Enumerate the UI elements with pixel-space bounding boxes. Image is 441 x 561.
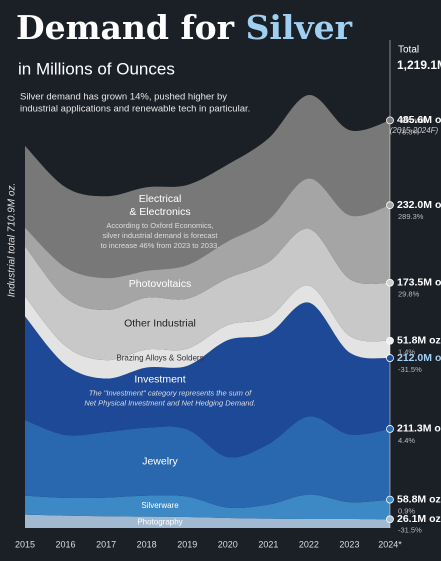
labels: 2015 2016 2017 2018 2019 2020 2021 2022 2023 2024… (15, 40, 441, 549)
x-tick-label: 2018 (137, 539, 157, 549)
total-label: Total (398, 45, 419, 56)
x-tick-label: 2023 (339, 539, 359, 549)
value-label: 173.5M oz. (397, 277, 441, 289)
value-dot (386, 278, 394, 287)
value-dot (386, 336, 394, 345)
layer-label: Silverware (141, 501, 179, 510)
growth-label: 1.4% (398, 348, 415, 357)
growth-label: 289.3% (398, 212, 424, 221)
x-tick-label: 2021 (258, 539, 278, 549)
x-tick-label: 2016 (56, 539, 76, 549)
stream-layer (25, 494, 390, 520)
value-dot (386, 495, 394, 504)
stream-layer (25, 178, 390, 310)
layer-label: Photography (137, 517, 182, 526)
x-tick-label: 2017 (96, 539, 116, 549)
layer-note: silver industrial demand is forecast (102, 231, 218, 240)
x-tick-label: 2024* (378, 539, 402, 549)
value-label: 485.6M oz. (397, 114, 441, 126)
x-tick-label: 2015 (15, 539, 35, 549)
layer-note: to increase 46% from 2023 to 2033. (101, 241, 220, 250)
layer-label: Electrical (139, 193, 182, 205)
growth-title: (2015-2024F) (390, 126, 439, 135)
x-tick-label: 2022 (299, 539, 319, 549)
growth-title: Growth (401, 116, 427, 125)
value-label: 232.0M oz. (397, 199, 441, 211)
layer-label: Brazing Alloys & Solders (116, 354, 203, 363)
value-dot (386, 515, 394, 524)
growth-label: -31.5% (398, 365, 422, 374)
value-label: 51.8M oz. (397, 335, 441, 347)
value-dot (386, 201, 394, 210)
growth-label: -31.5% (398, 525, 422, 534)
layer-note: The "Investment" category represents the… (89, 389, 252, 398)
chart-title: Demand for Silver (16, 8, 353, 47)
growth-label: 4.4% (398, 436, 415, 445)
stream-layer (25, 514, 390, 528)
layer-label: Jewelry (142, 455, 178, 467)
layer-note: Net Physical Investment and Net Hedging … (84, 399, 255, 408)
title-highlight: Silver (246, 8, 353, 47)
layers (25, 94, 390, 528)
title-main: Demand for (16, 8, 235, 47)
layer-label: & Electronics (129, 206, 190, 218)
stream-layer (25, 416, 390, 509)
value-dot (386, 116, 394, 125)
stream-layer (25, 302, 390, 458)
x-tick-label: 2019 (177, 539, 197, 549)
layer-label: Photovoltaics (129, 278, 191, 290)
growth-label: 29.8% (398, 290, 420, 299)
stream-layer (25, 228, 390, 361)
stream-layer (25, 94, 390, 310)
growth-label: 0.9% (398, 507, 415, 516)
layer-note: According to Oxford Economics, (106, 221, 213, 230)
x-tick-label: 2020 (218, 539, 238, 549)
value-label: 58.8M oz. (397, 493, 441, 505)
side-label: Industrial total 710.9M oz. (7, 183, 18, 298)
value-label: 211.3M oz. (397, 423, 441, 435)
value-label: 212.0M oz. (397, 352, 441, 364)
value-dot (386, 354, 394, 362)
description: industrial applications and renewable te… (20, 104, 250, 115)
total-value: 1,219.1M oz. (397, 58, 441, 72)
value-label: 26.1M oz. (397, 513, 441, 525)
value-dot (386, 425, 394, 433)
layer-label: Other Industrial (124, 317, 196, 329)
growth-label: 78.3% (398, 127, 420, 136)
layer-label: Investment (134, 373, 185, 385)
description: Silver demand has grown 14%, pushed high… (20, 92, 227, 103)
subtitle: in Millions of Ounces (18, 59, 175, 78)
